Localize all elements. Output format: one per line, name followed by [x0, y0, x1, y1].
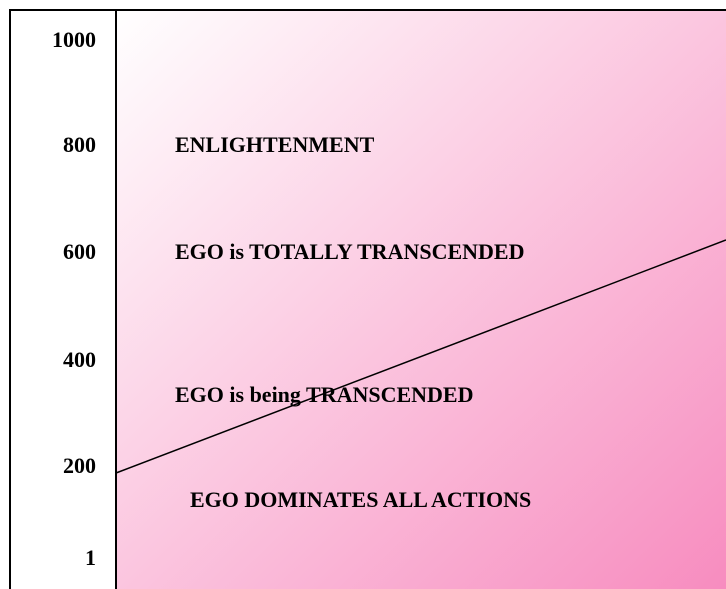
zone-label: EGO is TOTALLY TRANSCENDED	[175, 239, 524, 264]
scale-label: 800	[63, 132, 96, 157]
diagonal-line	[115, 239, 726, 474]
scale-column	[9, 9, 117, 589]
scale-label: 400	[63, 347, 96, 372]
scale-label: 600	[63, 239, 96, 264]
scale-label: 1	[85, 545, 96, 570]
zone-label: EGO is being TRANSCENDED	[175, 382, 474, 407]
scale-label: 200	[63, 453, 96, 478]
zone-label: EGO DOMINATES ALL ACTIONS	[190, 487, 531, 512]
background-panel	[116, 10, 726, 589]
zone-label: ENLIGHTENMENT	[175, 132, 375, 157]
scale-label: 1000	[52, 27, 96, 52]
